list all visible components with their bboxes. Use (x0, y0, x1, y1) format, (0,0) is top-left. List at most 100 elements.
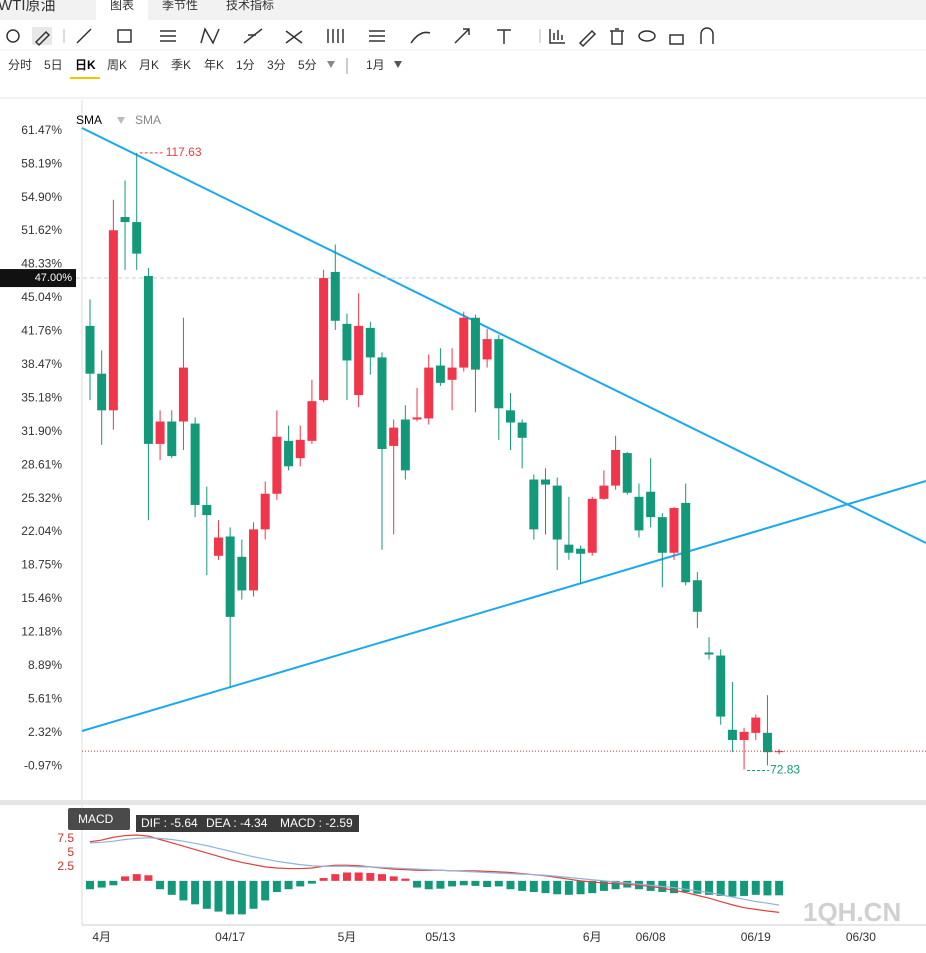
candle-body (762, 732, 772, 753)
indicator-arrow (117, 117, 125, 124)
candle-body (447, 367, 457, 380)
current-label: 47.00% (35, 272, 73, 284)
candle-body (657, 517, 667, 553)
candle-body (459, 317, 469, 368)
period-button[interactable]: 1月 (366, 58, 385, 72)
macd-bar (564, 880, 573, 895)
y-tick-label: 58.19% (21, 156, 62, 170)
candle-body (202, 504, 212, 516)
tool-icon[interactable] (578, 29, 597, 48)
tool-icon[interactable] (369, 30, 385, 42)
period-button[interactable]: 月K (139, 58, 159, 72)
tool-icon[interactable] (160, 30, 176, 42)
candle-body (564, 544, 574, 553)
tool-icon[interactable] (669, 34, 684, 45)
readout: DEA : -4.34 (206, 816, 268, 830)
candle-body (213, 537, 223, 556)
macd-bar (553, 880, 562, 895)
macd-bar (541, 880, 550, 894)
candle-body (470, 317, 480, 370)
dropdown-arrow[interactable] (327, 61, 335, 68)
readout: DIF : -5.64 (141, 816, 198, 830)
macd-bar (237, 880, 246, 915)
x-tick-label: 06/19 (741, 930, 771, 944)
period-button[interactable]: 年K (204, 58, 224, 72)
candle-body (634, 496, 644, 531)
trend-line[interactable] (81, 127, 926, 544)
x-tick-label: 5月 (338, 930, 357, 944)
candle-body (599, 485, 609, 499)
tool-icon[interactable] (327, 29, 344, 43)
period-button[interactable]: 周K (107, 58, 127, 72)
tool-icon[interactable] (6, 29, 20, 43)
tool-icon[interactable] (34, 30, 51, 47)
macd-bar (167, 880, 176, 895)
macd-bar (354, 872, 363, 881)
macd-line (89, 837, 780, 906)
candle-body (365, 327, 375, 358)
macd-bar (109, 880, 118, 886)
x-tick-label: 06/30 (846, 930, 876, 944)
dropdown-arrow[interactable] (394, 61, 402, 68)
y-tick-label: 5.61% (28, 691, 62, 705)
tab[interactable]: 技术指标 (226, 0, 274, 12)
macd-bar (249, 880, 258, 909)
tool-icon[interactable] (497, 29, 511, 44)
period-button[interactable]: 1分 (236, 58, 255, 72)
tool-icon[interactable] (549, 29, 565, 44)
indicator-label: SMA (135, 113, 161, 127)
tab[interactable]: WTI原油 (0, 0, 56, 14)
period-button[interactable]: 5分 (298, 58, 317, 72)
period-button[interactable]: 5日 (44, 58, 63, 72)
candle-body (739, 731, 749, 740)
x-tick-label: 06/08 (636, 930, 666, 944)
drawing-toolbar (6, 27, 714, 48)
tool-icon[interactable] (285, 30, 303, 44)
macd-bar (97, 880, 106, 888)
candle-body (295, 439, 305, 459)
period-button[interactable]: 3分 (267, 58, 286, 72)
candle-body (272, 436, 282, 494)
y-tick-label: 12.18% (21, 624, 62, 638)
candle-body (307, 401, 317, 441)
candle-body (249, 529, 259, 591)
tool-icon[interactable] (454, 28, 470, 44)
candle-body (284, 440, 294, 467)
macd-bar (436, 880, 445, 889)
y-tick-label: 41.76% (21, 324, 62, 338)
candle-body (424, 367, 434, 419)
tab[interactable]: 季节性 (162, 0, 198, 12)
current-label-box (0, 269, 76, 288)
period-button[interactable]: 季K (171, 58, 191, 72)
y-tick-label: 61.47% (21, 123, 62, 137)
trend-line[interactable] (81, 480, 926, 732)
tool-icon[interactable] (243, 28, 263, 44)
tool-icon[interactable] (610, 28, 624, 45)
period-button[interactable]: 分时 (8, 58, 32, 72)
tool-icon[interactable] (410, 31, 431, 44)
candle-body (330, 271, 340, 321)
y-tick-label: 2.32% (28, 725, 62, 739)
macd-bar (681, 880, 690, 893)
tool-icon[interactable] (117, 29, 132, 43)
tool-icon[interactable] (200, 27, 220, 45)
tool-icon[interactable] (76, 28, 92, 44)
macd-bar (506, 880, 515, 890)
candle-body (342, 323, 352, 361)
candle-body (494, 339, 504, 409)
macd-bar (763, 880, 772, 896)
tool-icon[interactable] (700, 27, 714, 44)
candle-body (704, 652, 714, 655)
tab[interactable]: 图表 (110, 0, 134, 12)
candle-body (716, 655, 726, 717)
period-button[interactable]: 日K (75, 58, 96, 72)
y-tick-label: 25.32% (21, 491, 62, 505)
y-tick-label: 18.75% (21, 558, 62, 572)
candle-body (541, 479, 551, 485)
macd-button[interactable] (68, 808, 130, 830)
macd-bar (576, 880, 585, 895)
y-tick-label: 51.62% (21, 223, 62, 237)
tool-icon[interactable] (638, 30, 656, 42)
macd-bar (716, 880, 725, 896)
